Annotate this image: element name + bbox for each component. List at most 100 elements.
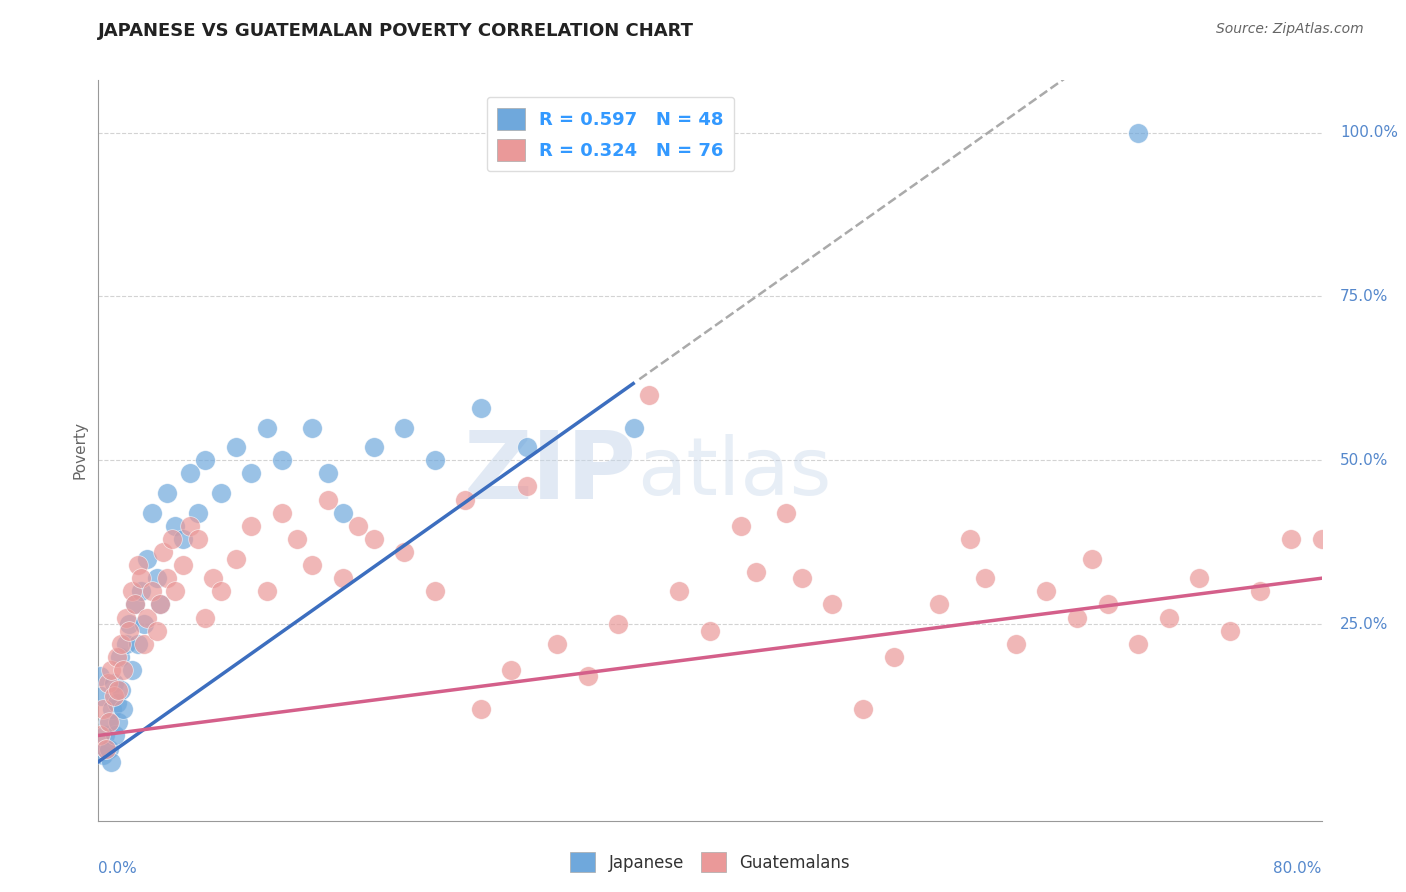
Point <box>101 702 124 716</box>
Point <box>111 663 134 677</box>
Point <box>187 506 209 520</box>
Point <box>145 571 167 585</box>
Point <box>136 610 159 624</box>
Point <box>332 506 354 520</box>
Text: 75.0%: 75.0% <box>1340 289 1388 304</box>
Point <box>516 479 538 493</box>
Point <box>160 532 183 546</box>
Point <box>145 624 167 638</box>
Point <box>1188 571 1211 585</box>
Text: 80.0%: 80.0% <box>1274 862 1322 876</box>
Point <box>392 420 416 434</box>
Point <box>301 420 323 434</box>
Point <box>270 506 292 520</box>
Point <box>576 669 599 683</box>
Point <box>240 467 263 481</box>
Point <box>928 598 950 612</box>
Point <box>194 610 217 624</box>
Point <box>775 506 797 520</box>
Point <box>136 551 159 566</box>
Point <box>156 571 179 585</box>
Point <box>637 388 661 402</box>
Point <box>179 467 201 481</box>
Point <box>97 715 120 730</box>
Text: 100.0%: 100.0% <box>1340 125 1398 140</box>
Point <box>105 649 128 664</box>
Point <box>100 755 122 769</box>
Point <box>546 637 568 651</box>
Point <box>883 649 905 664</box>
Legend: Japanese, Guatemalans: Japanese, Guatemalans <box>564 846 856 879</box>
Point <box>821 598 844 612</box>
Point <box>110 682 132 697</box>
Point <box>105 696 128 710</box>
Point <box>108 649 131 664</box>
Point <box>163 518 186 533</box>
Point <box>110 637 132 651</box>
Point <box>91 748 114 763</box>
Point <box>97 676 120 690</box>
Point <box>363 440 385 454</box>
Point <box>172 558 194 573</box>
Point <box>111 702 134 716</box>
Point <box>1004 637 1026 651</box>
Point <box>115 610 138 624</box>
Point <box>124 598 146 612</box>
Point <box>194 453 217 467</box>
Text: Source: ZipAtlas.com: Source: ZipAtlas.com <box>1216 22 1364 37</box>
Point <box>790 571 813 585</box>
Point <box>316 467 339 481</box>
Point <box>89 729 111 743</box>
Point <box>100 663 122 677</box>
Point <box>91 702 114 716</box>
Point <box>107 715 129 730</box>
Point <box>98 741 121 756</box>
Point <box>156 486 179 500</box>
Point <box>172 532 194 546</box>
Point <box>699 624 721 638</box>
Point <box>1310 532 1333 546</box>
Point <box>141 506 163 520</box>
Point <box>392 545 416 559</box>
Point <box>115 637 138 651</box>
Point <box>240 518 263 533</box>
Point <box>730 518 752 533</box>
Point <box>127 558 149 573</box>
Point <box>129 584 152 599</box>
Point <box>1081 551 1104 566</box>
Point <box>187 532 209 546</box>
Point <box>163 584 186 599</box>
Point <box>852 702 875 716</box>
Point <box>104 729 127 743</box>
Point <box>516 440 538 454</box>
Point <box>121 663 143 677</box>
Point <box>202 571 225 585</box>
Text: 0.0%: 0.0% <box>98 862 138 876</box>
Point <box>363 532 385 546</box>
Point <box>959 532 981 546</box>
Point <box>89 669 111 683</box>
Point <box>209 584 232 599</box>
Point <box>1249 584 1271 599</box>
Point <box>103 689 125 703</box>
Text: ZIP: ZIP <box>464 426 637 518</box>
Point <box>209 486 232 500</box>
Point <box>152 545 174 559</box>
Point <box>107 682 129 697</box>
Point <box>423 453 446 467</box>
Point <box>90 689 112 703</box>
Point <box>623 420 645 434</box>
Point <box>1279 532 1302 546</box>
Point <box>127 637 149 651</box>
Point <box>1035 584 1057 599</box>
Point <box>256 420 278 434</box>
Y-axis label: Poverty: Poverty <box>72 421 87 480</box>
Point <box>1128 126 1150 140</box>
Point <box>225 440 247 454</box>
Point <box>124 598 146 612</box>
Text: JAPANESE VS GUATEMALAN POVERTY CORRELATION CHART: JAPANESE VS GUATEMALAN POVERTY CORRELATI… <box>98 22 695 40</box>
Point <box>1128 637 1150 651</box>
Point <box>270 453 292 467</box>
Point <box>1157 610 1180 624</box>
Point <box>347 518 370 533</box>
